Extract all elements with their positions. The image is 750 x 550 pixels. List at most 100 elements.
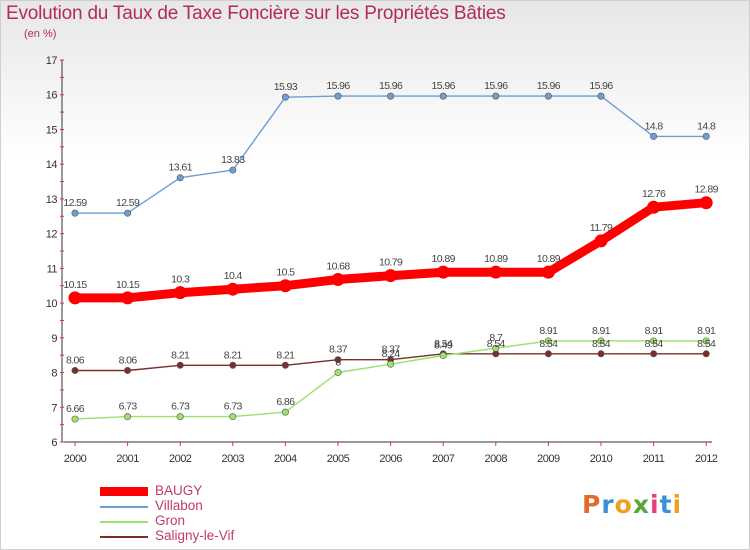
y-tick-label: 7 <box>51 402 57 414</box>
logo-letter: i <box>672 490 683 519</box>
series-point <box>124 209 132 217</box>
series-point <box>492 92 500 100</box>
legend-swatch-saligny <box>100 536 148 538</box>
data-label: 6.73 <box>224 401 243 413</box>
series-point <box>702 132 710 140</box>
y-tick-label: 17 <box>46 55 58 67</box>
x-tick-label: 2012 <box>695 453 718 465</box>
x-tick-label: 2004 <box>274 453 297 465</box>
series-point <box>597 92 605 100</box>
legend-swatch-gron <box>100 521 148 523</box>
y-tick-label: 9 <box>51 333 57 345</box>
series-point <box>229 166 237 174</box>
data-label: 8 <box>335 357 341 369</box>
x-tick-label: 2011 <box>643 453 665 465</box>
legend-label-gron: Gron <box>155 513 186 528</box>
series-point <box>229 413 237 421</box>
series-point <box>492 344 500 352</box>
y-tick-label: 6 <box>51 437 57 449</box>
data-label: 8.54 <box>434 338 453 350</box>
x-tick-label: 2010 <box>590 453 613 465</box>
series-point <box>597 337 605 345</box>
x-tick-label: 2000 <box>64 453 87 465</box>
series-point <box>68 291 82 305</box>
chart-subtitle: (en %) <box>24 28 57 40</box>
data-label: 15.96 <box>379 80 403 92</box>
data-label: 10.68 <box>326 260 350 272</box>
series-point <box>650 350 658 358</box>
series-point <box>384 269 398 283</box>
x-tick-label: 2008 <box>485 453 508 465</box>
data-label: 6.66 <box>66 403 85 415</box>
data-label: 10.3 <box>171 274 190 286</box>
y-tick-label: 8 <box>51 368 57 380</box>
series-point <box>334 356 342 364</box>
data-label: 6.73 <box>171 401 190 413</box>
data-label: 13.83 <box>221 154 245 166</box>
series-point <box>702 337 710 345</box>
data-label: 12.89 <box>695 184 719 196</box>
data-label: 10.79 <box>379 257 403 269</box>
series-point <box>71 415 79 423</box>
y-tick-label: 12 <box>46 229 58 241</box>
x-tick-label: 2006 <box>379 453 402 465</box>
data-label: 8.7 <box>489 332 503 344</box>
logo-letter: P <box>582 490 602 519</box>
data-label: 8.21 <box>224 349 243 361</box>
series-point <box>594 234 608 248</box>
series-point <box>281 93 289 101</box>
chart-title: Evolution du Taux de Taxe Foncière sur l… <box>6 3 506 24</box>
series-point <box>173 286 187 300</box>
data-label: 8.37 <box>329 344 348 356</box>
data-label: 8.21 <box>171 349 190 361</box>
proxiti-logo: Proxiti <box>582 490 682 519</box>
series-line-0 <box>70 198 711 303</box>
data-label: 14.8 <box>645 120 664 132</box>
data-label: 15.96 <box>589 80 613 92</box>
series-point <box>176 413 184 421</box>
data-label: 8.24 <box>382 348 401 360</box>
y-tick-label: 14 <box>46 159 58 171</box>
data-label: 10.89 <box>432 253 456 265</box>
logo-letter: r <box>601 490 615 519</box>
series-point <box>439 352 447 360</box>
data-label: 8.91 <box>539 325 558 337</box>
logo-letter: o <box>614 490 633 519</box>
data-label: 13.61 <box>169 162 193 174</box>
series-point <box>544 337 552 345</box>
legend-label-saligny: Saligny-le-Vif <box>155 528 235 543</box>
series-points <box>68 92 713 423</box>
y-tick-label: 15 <box>46 124 58 136</box>
series-point <box>281 408 289 416</box>
series-point <box>331 272 345 286</box>
series-point <box>544 92 552 100</box>
series-point <box>121 291 135 305</box>
y-tick-label: 16 <box>46 90 58 102</box>
logo-letter: x <box>632 490 650 519</box>
data-label: 8.54 <box>645 338 664 350</box>
series-point <box>647 200 661 214</box>
legend-label-villabon: Villabon <box>155 498 203 513</box>
logo-letter: t <box>659 490 673 519</box>
x-tick-label: 2007 <box>432 453 455 465</box>
legend-swatch-villabon <box>100 506 148 508</box>
data-label: 6.73 <box>119 401 138 413</box>
data-label: 8.91 <box>645 325 664 337</box>
data-label: 8.91 <box>697 325 716 337</box>
data-label: 10.15 <box>63 279 87 291</box>
data-label: 10.4 <box>224 270 243 282</box>
data-label: 8.54 <box>487 338 506 350</box>
data-label: 15.96 <box>326 80 350 92</box>
data-label: 10.89 <box>537 253 561 265</box>
data-label: 8.37 <box>382 344 401 356</box>
logo-letter: i <box>650 490 660 519</box>
series-point <box>226 282 240 296</box>
series-point <box>71 209 79 217</box>
series-point <box>229 361 237 369</box>
x-tick-label: 2005 <box>327 453 350 465</box>
data-label: 8.21 <box>276 349 295 361</box>
series-point <box>387 92 395 100</box>
data-label: 8.91 <box>592 325 611 337</box>
legend-swatch-baugy <box>100 487 148 496</box>
legend-label-baugy: BAUGY <box>155 483 203 498</box>
